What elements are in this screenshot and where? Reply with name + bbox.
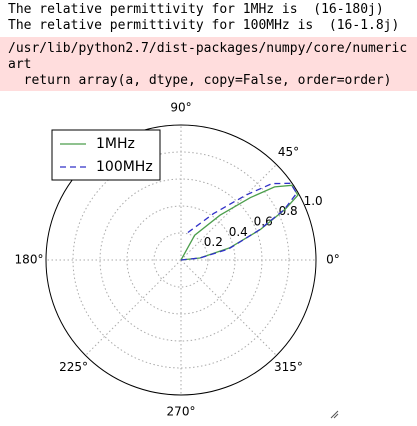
angle-label: 315° bbox=[274, 360, 303, 374]
resize-handle bbox=[330, 410, 339, 419]
angle-label: 225° bbox=[59, 360, 88, 374]
legend-label: 100MHz bbox=[96, 159, 153, 175]
series-line bbox=[180, 182, 298, 261]
output-line: The relative permittivity for 1MHz is (1… bbox=[8, 2, 384, 17]
radial-label: 0.2 bbox=[204, 235, 223, 249]
legend-label: 1MHz bbox=[96, 136, 135, 152]
angle-label: 270° bbox=[167, 405, 196, 419]
series-line bbox=[180, 184, 299, 261]
angle-label: 45° bbox=[278, 145, 299, 159]
radial-label: 0.4 bbox=[229, 225, 248, 239]
warning-line: return array(a, dtype, copy=False, order… bbox=[8, 73, 392, 88]
grid-spoke bbox=[180, 164, 277, 261]
warning-block bbox=[0, 37, 417, 91]
grid-spoke bbox=[85, 259, 182, 356]
legend-box bbox=[51, 129, 161, 181]
radial-label: 0.8 bbox=[279, 204, 298, 218]
angle-label: 90° bbox=[170, 101, 191, 115]
grid-ring bbox=[126, 205, 236, 315]
warning-line: /usr/lib/python2.7/dist-packages/numpy/c… bbox=[8, 41, 408, 56]
warning-line: art bbox=[8, 57, 32, 72]
polar-frame bbox=[45, 124, 317, 396]
radial-label: 0.6 bbox=[254, 214, 273, 228]
angle-label: 0° bbox=[326, 253, 340, 267]
angle-label: 180° bbox=[15, 253, 44, 267]
output-line: The relative permittivity for 100MHz is … bbox=[8, 18, 400, 33]
radial-label: 1.0 bbox=[304, 194, 323, 208]
grid-spoke bbox=[180, 259, 277, 356]
grid-ring bbox=[153, 232, 209, 288]
